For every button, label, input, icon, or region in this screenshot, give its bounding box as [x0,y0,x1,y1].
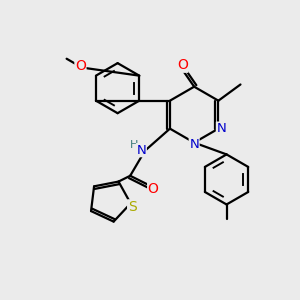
Text: N: N [189,138,199,151]
Text: O: O [75,59,86,73]
Text: O: O [148,182,159,196]
Text: H: H [130,140,138,150]
Text: O: O [177,58,188,72]
Text: N: N [136,144,146,157]
Text: N: N [217,122,226,135]
Text: S: S [128,200,136,214]
